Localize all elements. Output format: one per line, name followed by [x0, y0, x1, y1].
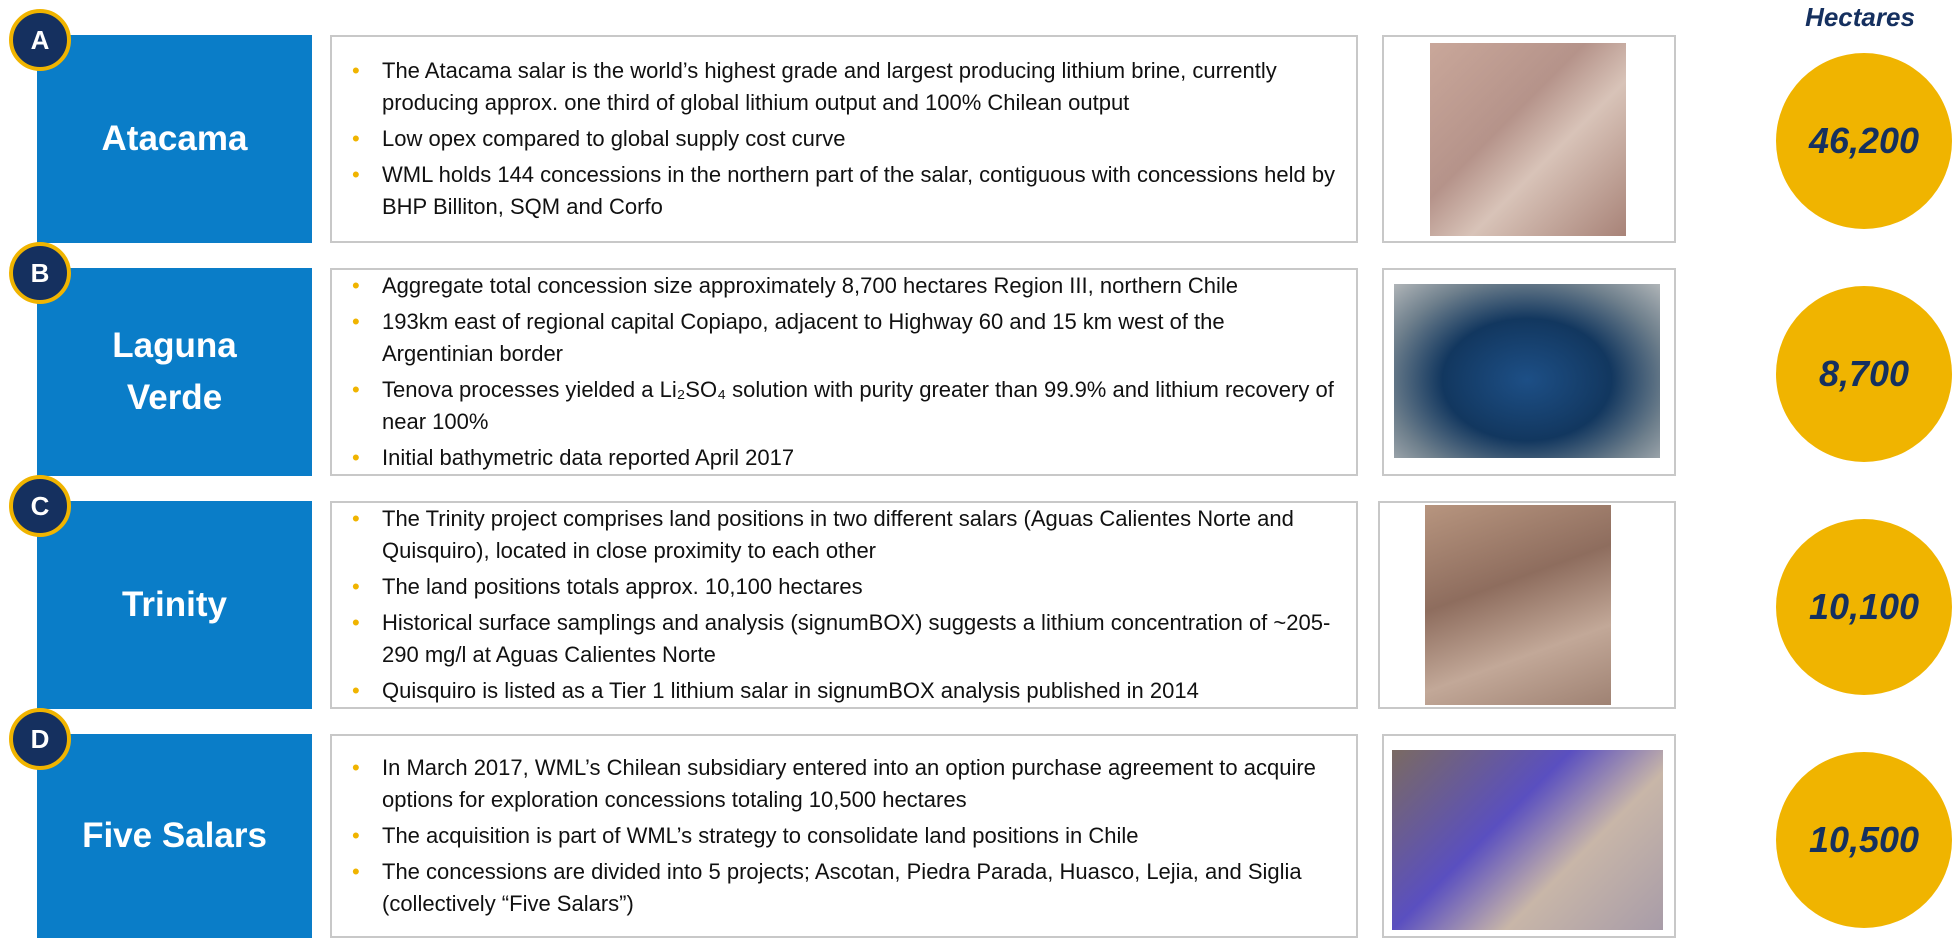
bullet-dot: •	[352, 162, 360, 187]
bullet-box: • In March 2017, WML’s Chilean subsidiary…	[330, 734, 1358, 938]
bullet: • WML holds 144 concessions in the northe…	[352, 159, 1336, 223]
bullet-dot: •	[352, 445, 360, 470]
bullet-text: The land positions totals approx. 10,100…	[382, 574, 863, 599]
bullet-dot: •	[352, 58, 360, 83]
bullet-box: • The Trinity project comprises land posi…	[330, 501, 1358, 709]
row-letter: C	[9, 475, 71, 537]
row-name: Trinity	[37, 501, 312, 709]
bullet-text: Low opex compared to global supply cost …	[382, 126, 846, 151]
map-image	[1430, 43, 1626, 236]
bullet-text: WML holds 144 concessions in the norther…	[382, 162, 1336, 219]
bullet-text: Historical surface samplings and analysi…	[382, 610, 1331, 667]
bullet: • The acquisition is part of WML’s strate…	[352, 820, 1336, 852]
bullet-dot: •	[352, 574, 360, 599]
bullet-dot: •	[352, 377, 360, 402]
bullet-dot: •	[352, 755, 360, 780]
bullet-text: In March 2017, WML’s Chilean subsidiary …	[382, 755, 1316, 812]
image-frame	[1378, 501, 1676, 709]
row-name: Laguna Verde	[37, 268, 312, 476]
bullet-box: • Aggregate total concession size approxi…	[330, 268, 1358, 476]
bullet-text: The Atacama salar is the world’s highest…	[382, 58, 1277, 115]
map-image	[1394, 284, 1660, 458]
bullet-text: The Trinity project comprises land posit…	[382, 506, 1294, 563]
image-frame	[1382, 734, 1676, 938]
bullet: • The Atacama salar is the world’s highes…	[352, 55, 1336, 119]
bullet-text: The concessions are divided into 5 proje…	[382, 859, 1302, 916]
bullet-dot: •	[352, 126, 360, 151]
bullet: • The land positions totals approx. 10,10…	[352, 571, 1336, 603]
image-frame	[1382, 268, 1676, 476]
hectares-label: Hectares	[1805, 2, 1915, 32]
bullet-text: The acquisition is part of WML’s strateg…	[382, 823, 1139, 848]
bullet-box: • The Atacama salar is the world’s highes…	[330, 35, 1358, 243]
bullet: • 193km east of regional capital Copiapo,…	[352, 306, 1336, 370]
map-image	[1392, 750, 1663, 930]
bullet-dot: •	[352, 309, 360, 334]
bullet-text: Initial bathymetric data reported April …	[382, 445, 795, 470]
hectares-value: 46,200	[1776, 53, 1952, 229]
bullet-dot: •	[352, 823, 360, 848]
row-name: Atacama	[37, 35, 312, 243]
bullet: • Aggregate total concession size approxi…	[352, 270, 1336, 302]
bullet-dot: •	[352, 859, 360, 884]
bullet-dot: •	[352, 273, 360, 298]
bullet: • Low opex compared to global supply cost…	[352, 123, 1336, 155]
bullet-dot: •	[352, 678, 360, 703]
bullet-text: Tenova processes yielded a Li₂SO₄ soluti…	[382, 377, 1334, 434]
map-image	[1425, 505, 1611, 705]
bullet-text: Quisquiro is listed as a Tier 1 lithium …	[382, 678, 1199, 703]
image-frame	[1382, 35, 1676, 243]
bullet: • Tenova processes yielded a Li₂SO₄ solut…	[352, 374, 1336, 438]
row-letter: A	[9, 9, 71, 71]
bullet: • The concessions are divided into 5 proj…	[352, 856, 1336, 920]
bullet: • The Trinity project comprises land posi…	[352, 503, 1336, 567]
row-letter: D	[9, 708, 71, 770]
bullet: • Quisquiro is listed as a Tier 1 lithium…	[352, 675, 1336, 707]
bullet-dot: •	[352, 506, 360, 531]
row-name: Five Salars	[37, 734, 312, 938]
hectares-value: 8,700	[1776, 286, 1952, 462]
bullet: • Historical surface samplings and analys…	[352, 607, 1336, 671]
bullet-text: Aggregate total concession size approxim…	[382, 273, 1239, 298]
hectares-value: 10,100	[1776, 519, 1952, 695]
bullet-text: 193km east of regional capital Copiapo, …	[382, 309, 1225, 366]
bullet-dot: •	[352, 610, 360, 635]
hectares-value: 10,500	[1776, 752, 1952, 928]
bullet: • In March 2017, WML’s Chilean subsidiary…	[352, 752, 1336, 816]
row-letter: B	[9, 242, 71, 304]
bullet: • Initial bathymetric data reported April…	[352, 442, 1336, 474]
